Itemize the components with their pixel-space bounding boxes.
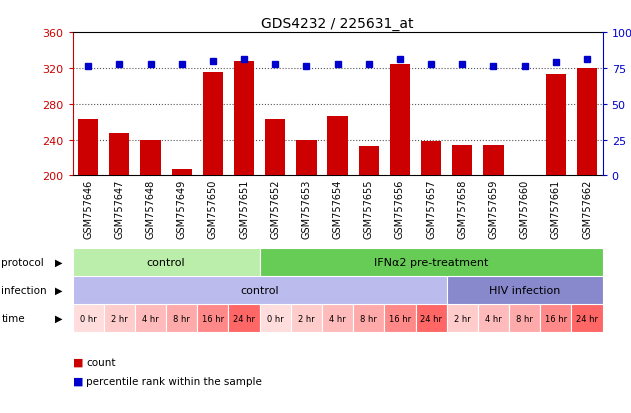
- Bar: [259, 248, 603, 276]
- Bar: [265, 120, 285, 176]
- Text: GSM757653: GSM757653: [302, 180, 312, 239]
- Text: count: count: [86, 357, 116, 367]
- Text: GSM757654: GSM757654: [333, 180, 343, 239]
- Text: ▶: ▶: [55, 257, 62, 267]
- Text: ■: ■: [73, 357, 83, 367]
- Bar: [358, 147, 379, 176]
- Text: 4 hr: 4 hr: [142, 314, 159, 323]
- Bar: [390, 65, 410, 176]
- Bar: [73, 304, 103, 332]
- Text: 16 hr: 16 hr: [545, 314, 567, 323]
- Bar: [447, 304, 478, 332]
- Text: GSM757660: GSM757660: [520, 180, 529, 239]
- Bar: [166, 304, 198, 332]
- Text: 2 hr: 2 hr: [111, 314, 127, 323]
- Bar: [140, 140, 161, 176]
- Bar: [78, 120, 98, 176]
- Bar: [103, 304, 135, 332]
- Text: 2 hr: 2 hr: [298, 314, 315, 323]
- Text: protocol: protocol: [1, 257, 44, 267]
- Bar: [572, 304, 603, 332]
- Text: ▶: ▶: [55, 313, 62, 323]
- Text: 0 hr: 0 hr: [80, 314, 97, 323]
- Text: infection: infection: [1, 285, 47, 295]
- Text: 4 hr: 4 hr: [485, 314, 502, 323]
- Text: 8 hr: 8 hr: [360, 314, 377, 323]
- Text: GSM757661: GSM757661: [551, 180, 561, 239]
- Text: GSM757650: GSM757650: [208, 180, 218, 239]
- Text: control: control: [240, 285, 279, 295]
- Text: control: control: [147, 257, 186, 267]
- Text: GSM757659: GSM757659: [488, 180, 498, 239]
- Text: ▶: ▶: [55, 285, 62, 295]
- Text: GSM757658: GSM757658: [457, 180, 468, 239]
- Text: 16 hr: 16 hr: [202, 314, 224, 323]
- Bar: [509, 304, 540, 332]
- Text: IFNα2 pre-treatment: IFNα2 pre-treatment: [374, 257, 488, 267]
- Text: 24 hr: 24 hr: [233, 314, 255, 323]
- Text: 24 hr: 24 hr: [420, 314, 442, 323]
- Text: 2 hr: 2 hr: [454, 314, 471, 323]
- Text: GSM757655: GSM757655: [363, 180, 374, 239]
- Text: percentile rank within the sample: percentile rank within the sample: [86, 376, 262, 386]
- Text: 8 hr: 8 hr: [174, 314, 190, 323]
- Bar: [447, 276, 603, 304]
- Bar: [297, 140, 317, 176]
- Text: GSM757657: GSM757657: [426, 180, 436, 239]
- Bar: [172, 170, 192, 176]
- Bar: [483, 145, 504, 176]
- Bar: [540, 304, 572, 332]
- Text: GSM757662: GSM757662: [582, 180, 592, 239]
- Bar: [259, 304, 291, 332]
- Bar: [452, 145, 473, 176]
- Bar: [416, 304, 447, 332]
- Text: HIV infection: HIV infection: [489, 285, 560, 295]
- Text: GSM757649: GSM757649: [177, 180, 187, 239]
- Text: ■: ■: [73, 376, 83, 386]
- Text: 0 hr: 0 hr: [267, 314, 283, 323]
- Bar: [478, 304, 509, 332]
- Text: 4 hr: 4 hr: [329, 314, 346, 323]
- Bar: [198, 304, 228, 332]
- Bar: [327, 117, 348, 176]
- Bar: [73, 276, 447, 304]
- Bar: [421, 142, 441, 176]
- Bar: [291, 304, 322, 332]
- Text: time: time: [1, 313, 25, 323]
- Bar: [135, 304, 166, 332]
- Bar: [228, 304, 259, 332]
- Bar: [322, 304, 353, 332]
- Text: GSM757648: GSM757648: [146, 180, 155, 239]
- Bar: [546, 75, 566, 176]
- Text: 8 hr: 8 hr: [516, 314, 533, 323]
- Text: 24 hr: 24 hr: [576, 314, 598, 323]
- Bar: [203, 73, 223, 176]
- Title: GDS4232 / 225631_at: GDS4232 / 225631_at: [261, 17, 414, 31]
- Text: GSM757651: GSM757651: [239, 180, 249, 239]
- Text: GSM757646: GSM757646: [83, 180, 93, 239]
- Text: 16 hr: 16 hr: [389, 314, 411, 323]
- Text: GSM757652: GSM757652: [270, 180, 280, 239]
- Bar: [73, 248, 259, 276]
- Bar: [577, 69, 597, 176]
- Bar: [384, 304, 416, 332]
- Text: GSM757647: GSM757647: [114, 180, 124, 239]
- Text: GSM757656: GSM757656: [395, 180, 405, 239]
- Bar: [353, 304, 384, 332]
- Bar: [234, 62, 254, 176]
- Bar: [109, 134, 129, 176]
